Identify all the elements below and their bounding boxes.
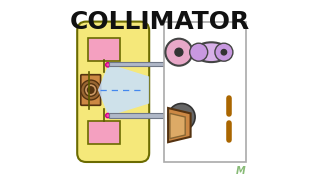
Circle shape [106, 113, 110, 118]
Text: M: M [236, 165, 245, 176]
Bar [164, 22, 246, 162]
Ellipse shape [194, 42, 228, 62]
FancyBboxPatch shape [81, 75, 100, 105]
Circle shape [84, 84, 97, 96]
Bar [88, 121, 120, 144]
Polygon shape [170, 113, 185, 139]
Circle shape [215, 43, 233, 61]
Circle shape [190, 43, 208, 61]
Circle shape [221, 50, 227, 55]
Circle shape [106, 63, 110, 67]
Circle shape [165, 39, 192, 66]
Bar [88, 38, 120, 61]
Polygon shape [98, 64, 149, 116]
Text: COLLIMATOR: COLLIMATOR [70, 10, 250, 34]
Circle shape [81, 80, 100, 100]
Polygon shape [168, 108, 191, 142]
FancyBboxPatch shape [77, 22, 149, 162]
Bar [109, 113, 166, 118]
Circle shape [87, 87, 94, 93]
Circle shape [175, 48, 183, 56]
Circle shape [168, 103, 195, 130]
Bar [109, 62, 166, 66]
